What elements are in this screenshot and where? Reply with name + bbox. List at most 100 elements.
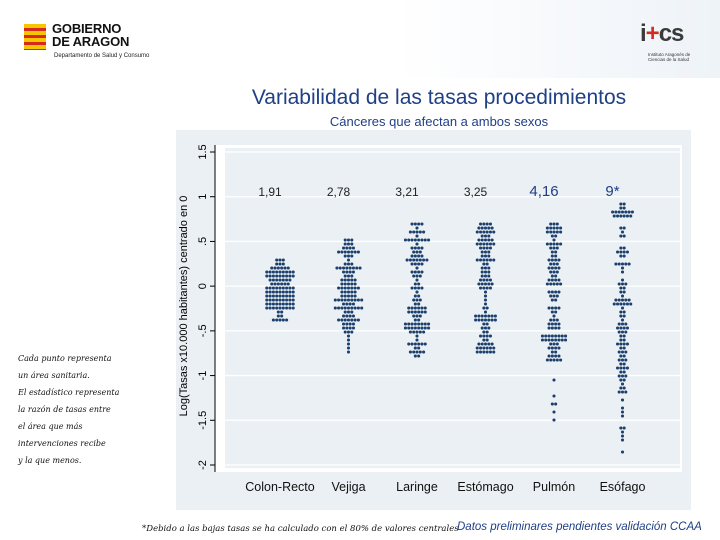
- data-point: [417, 254, 421, 258]
- data-point: [549, 270, 553, 274]
- data-point: [477, 226, 481, 230]
- data-point: [557, 334, 561, 338]
- data-point: [333, 298, 337, 302]
- data-point: [475, 346, 479, 350]
- data-point: [281, 286, 285, 290]
- data-point: [283, 282, 287, 286]
- data-point: [619, 246, 623, 250]
- data-point: [271, 318, 275, 322]
- data-point: [620, 262, 625, 266]
- data-point: [350, 318, 354, 322]
- data-point: [420, 262, 424, 266]
- data-point: [545, 282, 549, 286]
- data-point: [554, 234, 558, 238]
- data-point: [288, 306, 292, 310]
- data-point: [278, 274, 282, 278]
- data-point: [552, 246, 556, 250]
- data-point: [622, 342, 626, 346]
- data-point: [549, 262, 553, 266]
- data-point: [346, 290, 351, 294]
- data-point: [412, 350, 416, 354]
- data-point: [622, 206, 626, 210]
- data-point: [351, 270, 356, 274]
- data-point: [620, 374, 625, 378]
- data-point: [345, 270, 349, 274]
- data-point: [288, 286, 292, 290]
- data-point: [624, 374, 628, 378]
- data-point: [485, 330, 489, 334]
- footnote: *Debido a las bajas tasas se ha calculad…: [142, 524, 459, 534]
- data-point: [342, 246, 346, 250]
- data-point: [340, 282, 344, 286]
- data-point: [549, 230, 553, 234]
- data-point: [619, 310, 623, 314]
- data-point: [410, 326, 414, 330]
- data-point: [348, 246, 352, 250]
- data-point: [273, 266, 277, 270]
- data-point: [410, 286, 414, 290]
- data-point: [477, 318, 481, 322]
- data-point: [271, 298, 275, 302]
- data-point: [268, 294, 272, 298]
- data-point: [346, 262, 351, 266]
- data-point: [622, 366, 626, 370]
- x-category-label: Laringe: [396, 480, 438, 494]
- data-point: [285, 318, 289, 322]
- data-point: [474, 314, 478, 318]
- data-point: [278, 298, 282, 302]
- data-point: [554, 290, 558, 294]
- y-ticks: -2 -1.5 -1 -.5 0 .5 1 1.5: [197, 144, 215, 470]
- x-category-labels: Colon-Recto Vejiga Laringe Estómago Pulmón Es…: [245, 480, 645, 494]
- data-point: [418, 314, 422, 318]
- data-point: [425, 258, 429, 262]
- data-point: [552, 226, 556, 230]
- data-point: [405, 258, 409, 262]
- data-point: [268, 274, 272, 278]
- data-point: [619, 334, 623, 338]
- data-point: [545, 230, 549, 234]
- data-point: [555, 230, 559, 234]
- data-point: [410, 342, 414, 346]
- data-point: [281, 306, 285, 310]
- data-point: [268, 290, 272, 294]
- data-point: [275, 318, 279, 322]
- data-point: [620, 294, 625, 298]
- data-point: [345, 326, 349, 330]
- data-point: [420, 342, 424, 346]
- chart-subtitle: Cánceres que afectan a ambos sexos: [329, 114, 549, 129]
- data-point: [485, 306, 489, 310]
- data-point: [485, 338, 489, 342]
- data-point: [552, 318, 556, 322]
- data-point: [276, 282, 280, 286]
- data-point: [418, 350, 422, 354]
- data-point: [487, 250, 491, 254]
- data-point: [552, 282, 556, 286]
- data-point: [415, 338, 419, 342]
- data-point: [418, 274, 422, 278]
- data-point: [620, 450, 625, 454]
- data-point: [353, 278, 357, 282]
- data-point: [337, 298, 341, 302]
- data-point: [353, 318, 357, 322]
- data-point: [346, 318, 351, 322]
- data-point: [358, 266, 362, 270]
- data-point: [550, 258, 554, 262]
- data-point: [288, 294, 292, 298]
- data-point: [557, 354, 561, 358]
- data-point: [485, 346, 489, 350]
- data-point: [488, 242, 493, 246]
- data-point: [550, 298, 554, 302]
- data-point: [350, 298, 354, 302]
- data-point: [350, 306, 354, 310]
- data-point: [415, 250, 419, 254]
- data-point: [337, 286, 341, 290]
- data-point: [291, 286, 295, 290]
- data-point: [480, 234, 484, 238]
- data-point: [557, 290, 561, 294]
- data-point: [622, 246, 626, 250]
- data-point: [479, 350, 483, 354]
- data-point: [485, 262, 489, 266]
- data-point: [281, 274, 285, 278]
- data-point: [417, 270, 421, 274]
- data-point: [275, 294, 279, 298]
